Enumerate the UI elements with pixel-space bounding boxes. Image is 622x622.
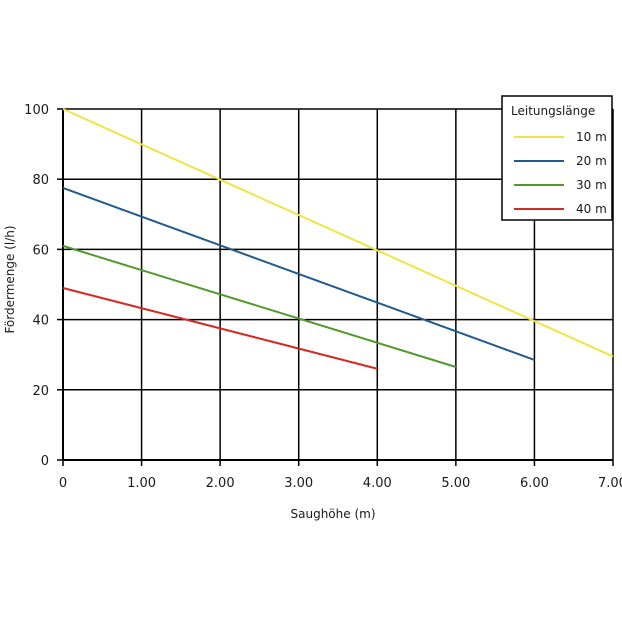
legend-label: 40 m [576, 202, 607, 216]
y-tick-label: 80 [32, 173, 49, 188]
y-tick-labels: 0 20 40 60 80 100 [24, 103, 63, 469]
series-line [62, 187, 535, 361]
y-tick-label: 100 [24, 103, 49, 118]
x-tick-label: 3.00 [284, 476, 313, 491]
y-tick-label: 60 [32, 243, 49, 258]
legend-items: 10 m 20 m 30 m 40 m [514, 130, 607, 216]
x-tick-label: 7.00 [598, 476, 622, 491]
x-tick-label: 4.00 [363, 476, 392, 491]
series-lines [62, 108, 614, 370]
x-tick-label: 2.00 [206, 476, 235, 491]
x-tick-label: 5.00 [441, 476, 470, 491]
legend-label: 10 m [576, 130, 607, 144]
x-axis-label: Saughöhe (m) [291, 507, 376, 521]
y-tick-label: 0 [41, 454, 49, 469]
legend-label: 20 m [576, 154, 607, 168]
legend: Leitungslänge 10 m 20 m 30 m 40 m [501, 95, 613, 221]
x-tick-label: 1.00 [127, 476, 156, 491]
x-tick-label: 0 [59, 476, 67, 491]
x-tick-labels: 0 1.00 2.00 3.00 4.00 5.00 6.00 7.00 [59, 460, 622, 491]
series-line [62, 244, 457, 368]
y-axis-label: Fördermenge (l/h) [3, 225, 17, 333]
legend-title: Leitungslänge [511, 104, 595, 118]
y-tick-label: 40 [32, 314, 49, 329]
series-line [62, 287, 378, 370]
legend-label: 30 m [576, 178, 607, 192]
series-line [62, 108, 614, 358]
legend-box [501, 95, 613, 221]
y-tick-label: 20 [32, 384, 49, 399]
x-tick-label: 6.00 [520, 476, 549, 491]
axes [62, 109, 613, 461]
